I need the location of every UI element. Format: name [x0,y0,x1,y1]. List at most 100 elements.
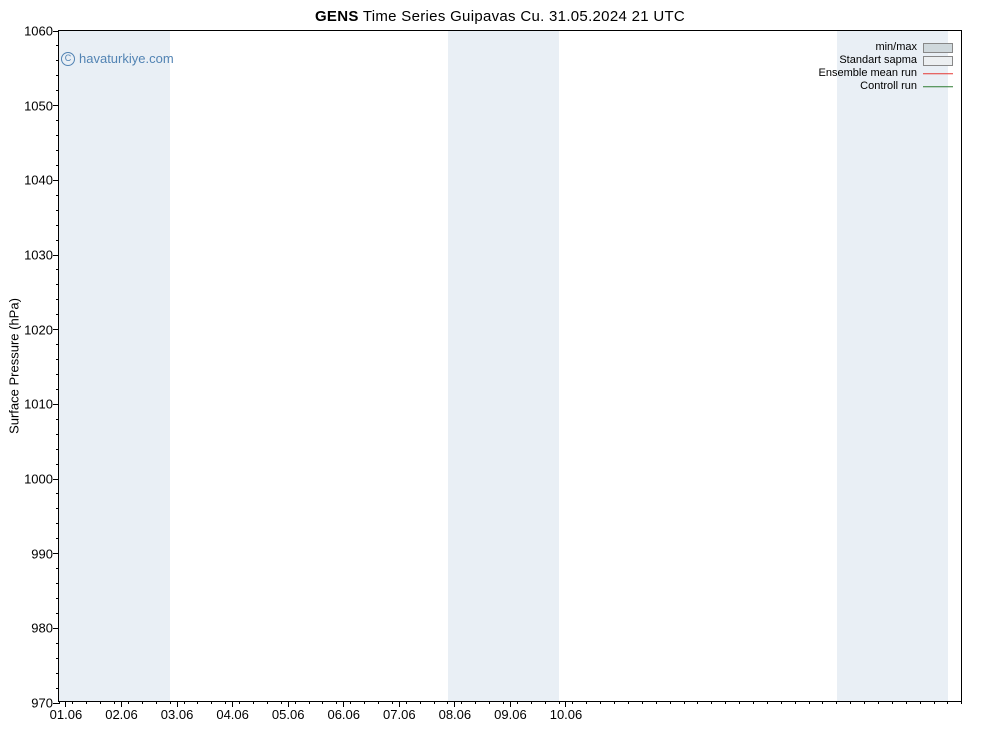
x-minor-tick [892,701,893,704]
x-minor-tick [86,701,87,704]
x-minor-tick [156,701,157,704]
legend-label: min/max [875,41,917,54]
legend-item: Controll run [819,80,953,93]
x-minor-tick [545,701,546,704]
y-minor-tick [56,344,59,345]
y-minor-tick [56,90,59,91]
x-minor-tick [461,701,462,704]
title-middle: Time Series Guipavas [359,8,516,25]
x-tick-label: 08.06 [439,707,472,722]
x-minor-tick [864,701,865,704]
x-minor-tick [489,701,490,704]
x-minor-tick [142,701,143,704]
legend: min/maxStandart sapmaEnsemble mean runCo… [819,41,953,93]
y-tick-label: 990 [31,546,53,561]
x-tick-label: 01.06 [50,707,83,722]
legend-swatch [923,82,953,92]
y-minor-tick [56,449,59,450]
title-suffix: Cu. 31.05.2024 21 UTC [520,8,685,25]
x-minor-tick [114,701,115,704]
x-minor-tick [128,701,129,704]
x-minor-tick [364,701,365,704]
y-axis-title: Surface Pressure (hPa) [7,298,22,434]
y-minor-tick [56,165,59,166]
x-minor-tick [684,701,685,704]
y-minor-tick [56,568,59,569]
x-minor-tick [586,701,587,704]
y-minor-tick [56,419,59,420]
weekend-band [59,31,170,701]
x-minor-tick [350,701,351,704]
x-minor-tick [572,701,573,704]
y-minor-tick [56,120,59,121]
y-tick-label: 1050 [24,98,53,113]
x-tick-label: 06.06 [327,707,360,722]
x-minor-tick [378,701,379,704]
y-minor-tick [56,240,59,241]
x-minor-tick [850,701,851,704]
x-minor-tick [475,701,476,704]
y-major-tick [53,31,59,32]
legend-swatch [923,43,953,53]
x-minor-tick [503,701,504,704]
copyright-icon: C [61,52,75,66]
legend-item: Ensemble mean run [819,67,953,80]
y-minor-tick [56,583,59,584]
y-minor-tick [56,673,59,674]
y-major-tick [53,180,59,181]
y-tick-label: 1040 [24,173,53,188]
y-minor-tick [56,299,59,300]
y-minor-tick [56,523,59,524]
x-tick-label: 10.06 [550,707,583,722]
x-minor-tick [947,701,948,704]
watermark-text: havaturkiye.com [79,51,174,66]
x-minor-tick [59,701,60,704]
y-major-tick [53,105,59,106]
x-minor-tick [836,701,837,704]
x-minor-tick [170,701,171,704]
y-minor-tick [56,284,59,285]
x-minor-tick [781,701,782,704]
y-minor-tick [56,658,59,659]
y-minor-tick [56,688,59,689]
x-minor-tick [697,701,698,704]
y-minor-tick [56,434,59,435]
x-minor-tick [906,701,907,704]
x-minor-tick [559,701,560,704]
y-major-tick [53,404,59,405]
legend-item: min/max [819,41,953,54]
y-major-tick [53,479,59,480]
legend-label: Ensemble mean run [819,67,917,80]
y-minor-tick [56,269,59,270]
y-minor-tick [56,613,59,614]
x-tick-label: 04.06 [216,707,249,722]
x-tick-label: 05.06 [272,707,305,722]
y-minor-tick [56,225,59,226]
x-minor-tick [267,701,268,704]
x-minor-tick [614,701,615,704]
y-tick-label: 1020 [24,322,53,337]
y-minor-tick [56,45,59,46]
x-minor-tick [725,701,726,704]
y-minor-tick [56,135,59,136]
y-minor-tick [56,538,59,539]
y-minor-tick [56,493,59,494]
y-major-tick [53,329,59,330]
x-minor-tick [197,701,198,704]
x-minor-tick [322,701,323,704]
x-minor-tick [72,701,73,704]
x-minor-tick [336,701,337,704]
x-tick-label: 07.06 [383,707,416,722]
y-tick-label: 1030 [24,248,53,263]
y-minor-tick [56,643,59,644]
title-prefix: GENS [315,8,359,25]
legend-label: Controll run [860,80,917,93]
y-minor-tick [56,210,59,211]
x-minor-tick [753,701,754,704]
y-minor-tick [56,150,59,151]
x-minor-tick [434,701,435,704]
x-minor-tick [795,701,796,704]
chart-title: GENS Time Series Guipavas Cu. 31.05.2024… [0,8,1000,25]
x-minor-tick [656,701,657,704]
legend-label: Standart sapma [839,54,917,67]
